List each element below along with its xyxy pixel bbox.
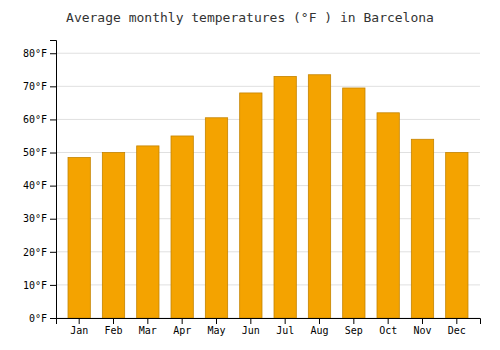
y-axis: 0°F 10°F 20°F 30°F 40°F 50°F 60°F 70°F 80°F bbox=[23, 41, 57, 324]
bar bbox=[137, 146, 159, 318]
bar bbox=[171, 136, 193, 318]
bar bbox=[446, 153, 468, 318]
x-tick-mark bbox=[456, 318, 457, 324]
x-tick-label: Feb bbox=[104, 325, 122, 336]
x-tick-mark bbox=[113, 318, 114, 324]
x-tick-label: Apr bbox=[173, 325, 191, 336]
x-tick: Aug bbox=[310, 318, 328, 336]
y-tick-mark bbox=[50, 285, 56, 286]
y-tick-label: 10°F bbox=[23, 280, 47, 291]
y-tick-label: 70°F bbox=[23, 81, 47, 92]
bar bbox=[411, 139, 433, 318]
x-tick: May bbox=[207, 318, 225, 336]
bar bbox=[377, 113, 399, 318]
x-tick-mark bbox=[79, 318, 80, 324]
title: Average monthly temperatures (°F ) in Ba… bbox=[66, 10, 434, 25]
bar bbox=[102, 153, 124, 318]
x-tick-mark bbox=[285, 318, 286, 324]
grid-line bbox=[56, 86, 480, 87]
x-tick-label: Mar bbox=[139, 325, 157, 336]
x-axis-line bbox=[57, 319, 481, 325]
y-tick: 60°F bbox=[23, 114, 56, 125]
x-tick: Jul bbox=[276, 318, 294, 336]
y-tick: 50°F bbox=[23, 147, 56, 158]
x-tick-label: Sep bbox=[345, 325, 363, 336]
x-tick: Jun bbox=[242, 318, 260, 336]
x-tick-mark bbox=[216, 318, 217, 324]
y-tick: 80°F bbox=[23, 48, 56, 59]
grid-line bbox=[56, 119, 480, 120]
y-tick-mark bbox=[50, 86, 56, 87]
y-tick-mark bbox=[50, 252, 56, 253]
x-tick: Nov bbox=[413, 318, 431, 336]
x-tick-mark bbox=[182, 318, 183, 324]
x-tick-label: Jan bbox=[70, 325, 88, 336]
x-tick: Oct bbox=[379, 318, 397, 336]
y-tick: 30°F bbox=[23, 213, 56, 224]
y-tick: 40°F bbox=[23, 180, 56, 191]
y-tick-mark bbox=[50, 53, 56, 54]
x-tick-mark bbox=[422, 318, 423, 324]
x-tick-label: Dec bbox=[448, 325, 466, 336]
y-tick-label: 60°F bbox=[23, 114, 47, 125]
grid-line bbox=[56, 53, 480, 54]
x-tick: Apr bbox=[173, 318, 191, 336]
x-tick-label: May bbox=[207, 325, 225, 336]
y-tick-mark bbox=[50, 153, 56, 154]
bar bbox=[308, 75, 330, 318]
x-tick: Feb bbox=[104, 318, 122, 336]
x-tick-label: Jun bbox=[242, 325, 260, 336]
bar bbox=[343, 88, 365, 318]
y-tick-label: 0°F bbox=[29, 313, 47, 324]
y-tick-label: 50°F bbox=[23, 147, 47, 158]
bar bbox=[68, 157, 90, 318]
x-tick-mark bbox=[388, 318, 389, 324]
bar bbox=[274, 76, 296, 318]
x-tick-label: Oct bbox=[379, 325, 397, 336]
x-tick-mark bbox=[147, 318, 148, 324]
y-tick-label: 40°F bbox=[23, 180, 47, 191]
y-tick-label: 30°F bbox=[23, 213, 47, 224]
x-axis: Jan Feb Mar Apr May Jun Jul Aug Sep Oct Nov Dec bbox=[57, 318, 481, 336]
y-tick-label: 80°F bbox=[23, 48, 47, 59]
x-tick-mark bbox=[250, 318, 251, 324]
x-tick: Mar bbox=[139, 318, 157, 336]
y-tick: 70°F bbox=[23, 81, 56, 92]
y-axis-line bbox=[50, 41, 57, 319]
y-tick-mark bbox=[50, 219, 56, 220]
chart: 0°F 10°F 20°F 30°F 40°F 50°F 60°F 70°F 80°F Jan Fe… bbox=[0, 0, 500, 350]
y-tick-mark bbox=[50, 119, 56, 120]
x-tick-label: Aug bbox=[310, 325, 328, 336]
x-tick-label: Nov bbox=[413, 325, 431, 336]
bar bbox=[205, 118, 227, 318]
x-tick: Sep bbox=[345, 318, 363, 336]
bars bbox=[68, 75, 468, 318]
y-tick: 20°F bbox=[23, 247, 56, 258]
y-tick-mark bbox=[50, 318, 56, 319]
x-tick-mark bbox=[319, 318, 320, 324]
bar bbox=[240, 93, 262, 318]
grid bbox=[56, 53, 480, 318]
x-tick: Dec bbox=[448, 318, 466, 336]
y-tick: 0°F bbox=[29, 313, 56, 324]
y-tick-label: 20°F bbox=[23, 247, 47, 258]
x-tick: Jan bbox=[70, 318, 88, 336]
y-tick: 10°F bbox=[23, 280, 56, 291]
plot: 0°F 10°F 20°F 30°F 40°F 50°F 60°F 70°F 80°F Jan Fe… bbox=[23, 41, 481, 337]
y-tick-mark bbox=[50, 186, 56, 187]
x-tick-mark bbox=[353, 318, 354, 324]
x-tick-label: Jul bbox=[276, 325, 294, 336]
